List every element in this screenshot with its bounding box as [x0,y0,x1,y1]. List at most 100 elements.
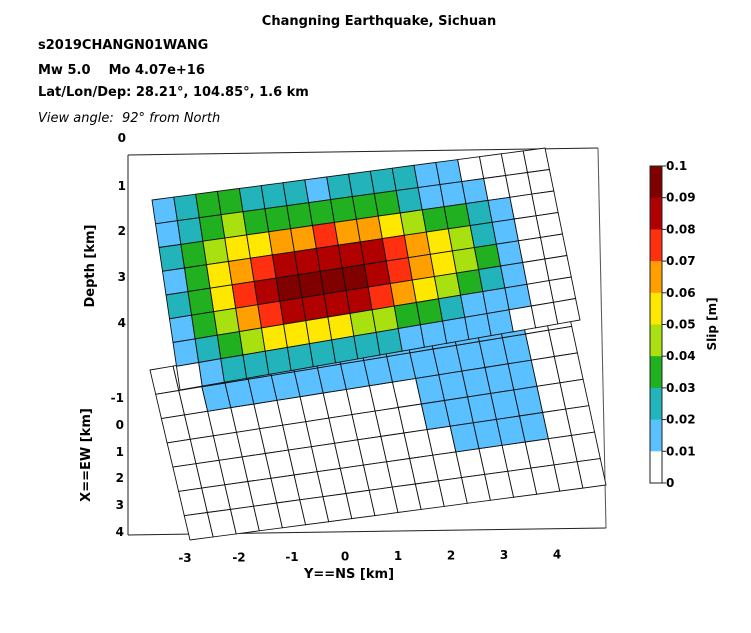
ground-cell [553,352,584,384]
colorbar-band [650,292,662,326]
colorbar-band [650,387,662,421]
slip-cell [286,202,314,230]
slip-cell [268,228,295,256]
slip-cell [176,217,204,245]
colorbar-band [650,419,662,452]
depth-tick-label: 1 [118,179,126,193]
slip-cell [297,270,325,299]
ew-tick-label: 4 [116,525,124,539]
slip-cell [238,185,266,213]
slip-cell [253,277,281,306]
slip-cell [373,190,401,217]
depth-tick-label: 2 [118,224,126,238]
slip-cell [359,238,387,266]
slip-cell [464,313,492,340]
ns-tick-label: 2 [447,549,455,563]
slip-cell [363,260,391,288]
slip-cell [205,260,233,289]
colorbar: 0.1 0.09 0.08 0.07 0.06 0.05 0.04 0.03 0.02 0.01 0 [649,159,696,490]
top-axis-line [127,147,599,156]
slip-cell [371,305,399,333]
slip-cell [548,276,577,303]
fault-plane [151,147,581,391]
slip-cell [216,187,244,216]
slip-cell [209,284,237,313]
slip-cell [275,274,303,302]
ew-tick-label: 2 [116,471,124,485]
slip-cell [460,291,488,318]
ns-tick-label: -2 [232,551,245,565]
slip-cell [349,309,377,337]
slip-cell [290,224,317,253]
slip-cell [385,257,413,285]
slip-cell [242,350,270,379]
slip-cell [411,276,440,304]
slip-cell [231,280,259,309]
slip-cell [293,247,321,276]
slip-cell [311,221,339,249]
slip-cell [286,343,314,372]
slip-cell [246,231,273,259]
slip-cell [224,234,251,263]
slip-cell [539,233,568,260]
slip-cell [264,346,292,375]
ground-cell [576,458,607,489]
slip-cell [421,206,449,233]
slip-cell [151,196,178,225]
view-angle: View angle: 92° from North [38,111,221,126]
ground-cell [548,325,578,358]
slip-cell [213,307,240,336]
slip-cell [531,190,559,217]
slip-cell [455,269,484,296]
slip-cell [419,320,448,348]
colorbar-label: Slip [m] [705,297,719,350]
slip-cell [257,300,285,329]
slip-cell [435,159,463,186]
slip-cell [437,294,466,322]
slip-cell [535,211,564,238]
slip-cell [242,208,270,236]
magnitude-line: Mw 5.0 Mo 4.07e+16 [38,63,205,78]
chart-title: Changning Earthquake, Sichuan [261,14,497,29]
slip-cell [154,220,182,249]
ground-cell [570,431,601,463]
slip-cell [389,279,417,307]
slip-cell [161,267,189,296]
slip-cell [271,251,299,279]
slip-cell [429,250,458,278]
colorbar-tick-label: 0.1 [666,159,687,173]
slip-cell [415,298,444,326]
slip-cell [308,339,337,368]
colorbar-tick-label: 0 [666,476,674,490]
slip-cell [168,314,196,344]
slip-cell [220,354,248,383]
slip-cell [433,272,462,300]
slip-cell [393,301,421,330]
slip-cell [180,240,208,269]
ew-tick-label: 1 [116,445,124,459]
footprint-cell [518,411,549,443]
slip-cell [473,243,502,271]
colorbar-tick-label: 0.03 [666,381,696,395]
slip-cell [227,257,255,286]
event-id: s2019CHANGN01WANG [38,38,209,53]
slip-cell [216,331,244,360]
slip-cell [381,234,409,262]
slip-cell [331,335,359,364]
slip-cell [399,209,427,236]
slip-cell [187,287,215,316]
slip-cell [279,297,307,325]
ns-tick-label: 0 [341,550,349,564]
slip-cell [526,168,555,195]
colorbar-tick-label: 0.02 [666,413,696,427]
slip-cell [482,287,510,315]
slip-cell [173,193,200,222]
axis-ticks: 0 1 2 3 4 -1 0 1 2 3 4 -3 -2 -1 0 1 2 3 4 [111,131,562,565]
ew-tick-label: 3 [116,498,124,512]
colorbar-band [650,261,662,294]
ew-tick-label: 0 [116,418,124,432]
colorbar-tick-label: 0.09 [666,191,696,205]
slip-cell [249,254,277,282]
slip-cell [326,173,353,201]
ew-axis-label: X==EW [km] [79,408,94,502]
